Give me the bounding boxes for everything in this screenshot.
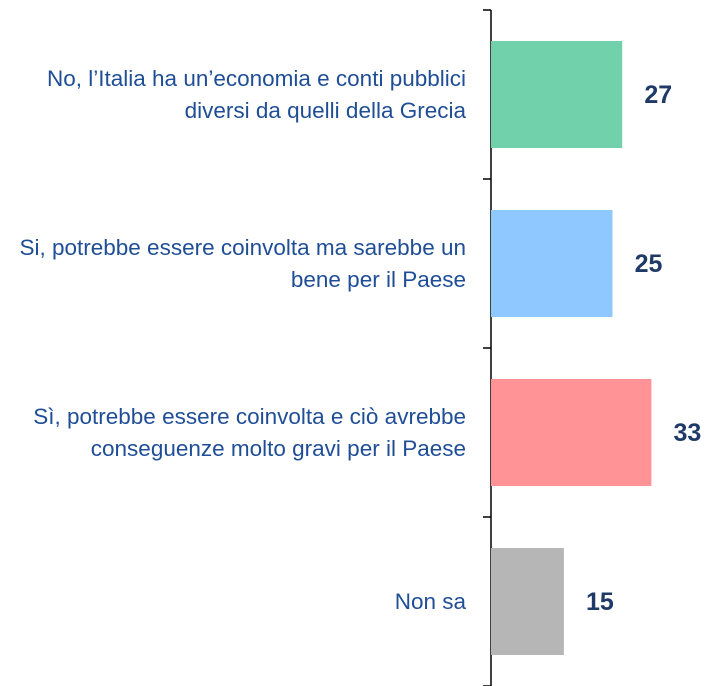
category-label: Non sa [394, 588, 466, 614]
category-label: Sì, potrebbe essere coinvolta e ciò avre… [33, 403, 466, 461]
bar [491, 379, 652, 486]
bar [491, 548, 564, 655]
category-label: Si, potrebbe essere coinvolta ma sarebbe… [19, 234, 466, 292]
value-label: 33 [673, 419, 701, 447]
bar [491, 210, 613, 317]
bar [491, 41, 623, 148]
value-label: 27 [644, 81, 672, 109]
value-label: 15 [586, 588, 614, 616]
category-label: No, l’Italia ha un’economia e conti pubb… [47, 65, 466, 123]
value-label: 25 [635, 250, 663, 278]
